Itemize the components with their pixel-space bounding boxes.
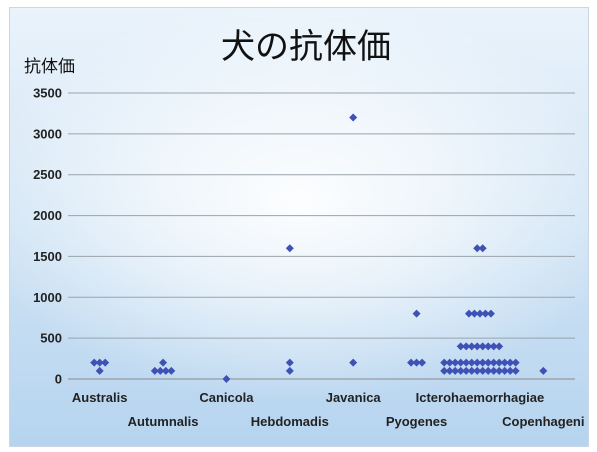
x-category-label: Copenhageni [502, 414, 584, 429]
data-point [456, 366, 465, 375]
x-category-label: Javanica [326, 390, 382, 405]
data-point [495, 358, 504, 367]
y-tick-label: 3500 [33, 86, 62, 101]
data-point [500, 358, 509, 367]
y-tick-label: 1000 [33, 290, 62, 305]
data-point [95, 358, 104, 367]
y-tick-label: 0 [55, 372, 62, 387]
y-tick-label: 1500 [33, 249, 62, 264]
data-point [222, 375, 231, 383]
y-tick-label: 2000 [33, 208, 62, 223]
data-point [478, 342, 487, 351]
data-point [473, 342, 482, 351]
data-point [467, 358, 476, 367]
data-point [506, 366, 515, 375]
x-category-label: Autumnalis [128, 414, 199, 429]
data-point [495, 342, 504, 351]
data-point [511, 358, 520, 367]
data-point [90, 358, 99, 367]
x-category-label: Australis [72, 390, 128, 405]
data-point [489, 366, 498, 375]
y-tick-label: 2500 [33, 167, 62, 182]
data-point [475, 309, 484, 318]
data-point [462, 358, 471, 367]
y-tick-label: 500 [40, 331, 62, 346]
x-category-label: Icterohaemorrhagiae [416, 390, 545, 405]
data-point [462, 366, 471, 375]
data-point [161, 366, 170, 375]
data-point [167, 366, 176, 375]
data-point [478, 244, 487, 253]
data-point [95, 366, 104, 375]
data-point [489, 342, 498, 351]
data-point [484, 358, 493, 367]
data-point [539, 366, 548, 375]
data-point [445, 366, 454, 375]
data-point [481, 309, 490, 318]
scatter-chart: 犬の抗体価 抗体価 0 500 1000 1500 2000 2500 3000 3500 A… [24, 27, 585, 429]
y-axis-label: 抗体価 [24, 57, 75, 77]
data-point [440, 358, 449, 367]
x-category-label: Hebdomadis [251, 414, 329, 429]
data-point [349, 358, 358, 367]
data-point [451, 366, 460, 375]
data-point [407, 358, 416, 367]
x-category-label: Canicola [199, 390, 254, 405]
data-point [285, 358, 294, 367]
data-point [500, 366, 509, 375]
data-point [478, 366, 487, 375]
data-point [473, 366, 482, 375]
data-point [467, 366, 476, 375]
data-point [462, 342, 471, 351]
data-point [349, 113, 358, 122]
gridlines [68, 92, 575, 380]
data-point [285, 366, 294, 375]
data-point [486, 309, 495, 318]
data-point [506, 358, 515, 367]
data-point [445, 358, 454, 367]
x-category-label: Pyogenes [386, 414, 447, 429]
data-point [456, 358, 465, 367]
data-point [159, 358, 168, 367]
data-point [285, 244, 294, 253]
data-point [464, 309, 473, 318]
data-point [418, 358, 427, 367]
chart-frame: 犬の抗体価 抗体価 0 500 1000 1500 2000 2500 3000 3500 A… [9, 7, 589, 447]
data-point [489, 358, 498, 367]
data-point [456, 342, 465, 351]
data-point [467, 342, 476, 351]
data-point [440, 366, 449, 375]
data-point [150, 366, 159, 375]
data-point [473, 358, 482, 367]
y-tick-label: 3000 [33, 126, 62, 141]
data-point [484, 342, 493, 351]
data-point [156, 366, 165, 375]
data-point [484, 366, 493, 375]
chart-title: 犬の抗体価 [221, 27, 391, 67]
data-point [412, 358, 421, 367]
data-point [412, 309, 421, 318]
data-point [451, 358, 460, 367]
data-point [101, 358, 110, 367]
y-tick-labels: 0 500 1000 1500 2000 2500 3000 3500 [33, 86, 62, 387]
data-points [90, 113, 548, 383]
data-point [470, 309, 479, 318]
data-point [473, 244, 482, 253]
data-point [478, 358, 487, 367]
data-point [511, 366, 520, 375]
data-point [495, 366, 504, 375]
